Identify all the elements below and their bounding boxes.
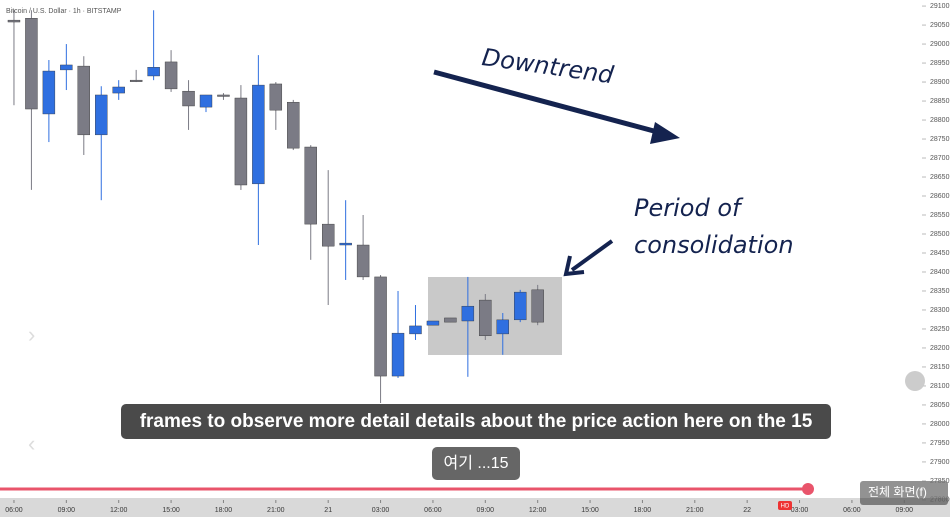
candle-body (42, 70, 56, 115)
x-tick-label: 18:00 (215, 507, 233, 514)
controls (0, 498, 950, 517)
y-tick-label: 28600 (930, 193, 950, 200)
candle-body (25, 18, 38, 110)
x-tick-label: 21:00 (686, 507, 704, 514)
x-tick-label: 09:00 (896, 507, 914, 514)
x-tick-label: 12:00 (529, 507, 547, 514)
chart-title: Bitcoin / U.S. Dollar · 1h · BITSTAMP (6, 8, 122, 15)
candle-body (234, 97, 248, 186)
candle-body (356, 244, 370, 278)
y-tick-label: 29100 (930, 3, 950, 10)
candle-body (129, 79, 143, 82)
y-tick-label: 28450 (930, 250, 950, 257)
candle-body (147, 67, 160, 77)
x-tick-label: 12:00 (110, 507, 128, 514)
icon (905, 371, 925, 391)
y-tick-label: 28150 (930, 364, 950, 371)
y-tick-label: 28250 (930, 326, 950, 333)
y-tick-label: 28200 (930, 345, 950, 352)
candle-body (374, 276, 387, 377)
tooltip: 전체 화면(f) (868, 485, 927, 499)
y-tick-label: 28850 (930, 98, 950, 105)
y-tick-label: 28650 (930, 174, 950, 181)
tooltip-box (860, 481, 948, 505)
candle-body (182, 90, 195, 107)
chapter: 여기 ...15 (443, 454, 508, 472)
annotation: Downtrend (480, 43, 616, 89)
candle-body (531, 289, 544, 323)
x-tick-label: 06:00 (424, 507, 442, 514)
candle-body (391, 332, 405, 377)
arrow-head (650, 122, 680, 144)
y-tick-label: 28300 (930, 307, 950, 314)
candle-body (112, 86, 125, 94)
x-tick-label: 21 (324, 507, 332, 514)
candle-body (252, 84, 265, 185)
y-tick-label: 28400 (930, 269, 950, 276)
x-tick-label: 03:00 (791, 507, 809, 514)
x-tick-label: 06:00 (843, 507, 861, 514)
x-tick-label: 22 (743, 507, 751, 514)
x-tick-label: 18:00 (634, 507, 652, 514)
x-tick-label: 09:00 (477, 507, 495, 514)
candle-body (444, 317, 457, 323)
y-tick-label: 28750 (930, 136, 950, 143)
candle-body (426, 320, 440, 326)
x-tick-label: 09:00 (58, 507, 76, 514)
annotation: consolidation (634, 231, 794, 259)
x-tick-label: 21:00 (267, 507, 285, 514)
y-tick-label: 28950 (930, 60, 950, 67)
x-tick-label: 15:00 (581, 507, 599, 514)
y-tick-label: 28900 (930, 79, 950, 86)
arrow (570, 239, 614, 272)
x-tick-label: 15:00 (162, 507, 180, 514)
caption-box (121, 404, 831, 439)
x-tick-label: 06:00 (5, 507, 23, 514)
x-tick-label: 03:00 (372, 507, 390, 514)
y-tick-label: 28550 (930, 212, 950, 219)
caption: frames to observe more detail details ab… (140, 411, 813, 432)
chapter-box (432, 447, 520, 480)
y-tick-label: 29000 (930, 41, 950, 48)
candle-body (60, 64, 73, 71)
candle-body (339, 242, 352, 246)
y-tick-label: 27950 (930, 440, 950, 447)
candle-body (164, 61, 178, 90)
y-tick-label: 28500 (930, 231, 950, 238)
candle-body (304, 146, 317, 225)
y-tick-label: 28100 (930, 383, 950, 390)
y-tick-label: 28700 (930, 155, 950, 162)
y-tick-label: 27900 (930, 459, 950, 466)
y-tick-label: 28000 (930, 421, 950, 428)
candle-body (7, 19, 21, 23)
y-tick-label: 28050 (930, 402, 950, 409)
candle-body (409, 325, 422, 335)
arrow (433, 69, 666, 137)
candle-body (269, 83, 283, 111)
candle-body (199, 94, 213, 108)
candle-body (321, 223, 335, 247)
candle-body (95, 94, 108, 136)
y-tick-label: 28350 (930, 288, 950, 295)
candle-body (77, 65, 90, 136)
candle-body (496, 319, 509, 335)
icon: ‹ (28, 431, 35, 456)
hd-badge (778, 501, 792, 510)
candle-body (479, 299, 492, 337)
hd-label: HD (781, 504, 790, 510)
candle-body (514, 291, 527, 321)
annotation: Period of (634, 194, 744, 222)
candle-body (461, 305, 475, 322)
y-tick-label: 28800 (930, 117, 950, 124)
scrubber[interactable] (802, 483, 814, 495)
icon: › (28, 322, 35, 347)
y-tick-label: 29050 (930, 22, 950, 29)
arrow-head (563, 255, 585, 277)
candle-body (217, 94, 230, 97)
candle-body (287, 101, 300, 149)
